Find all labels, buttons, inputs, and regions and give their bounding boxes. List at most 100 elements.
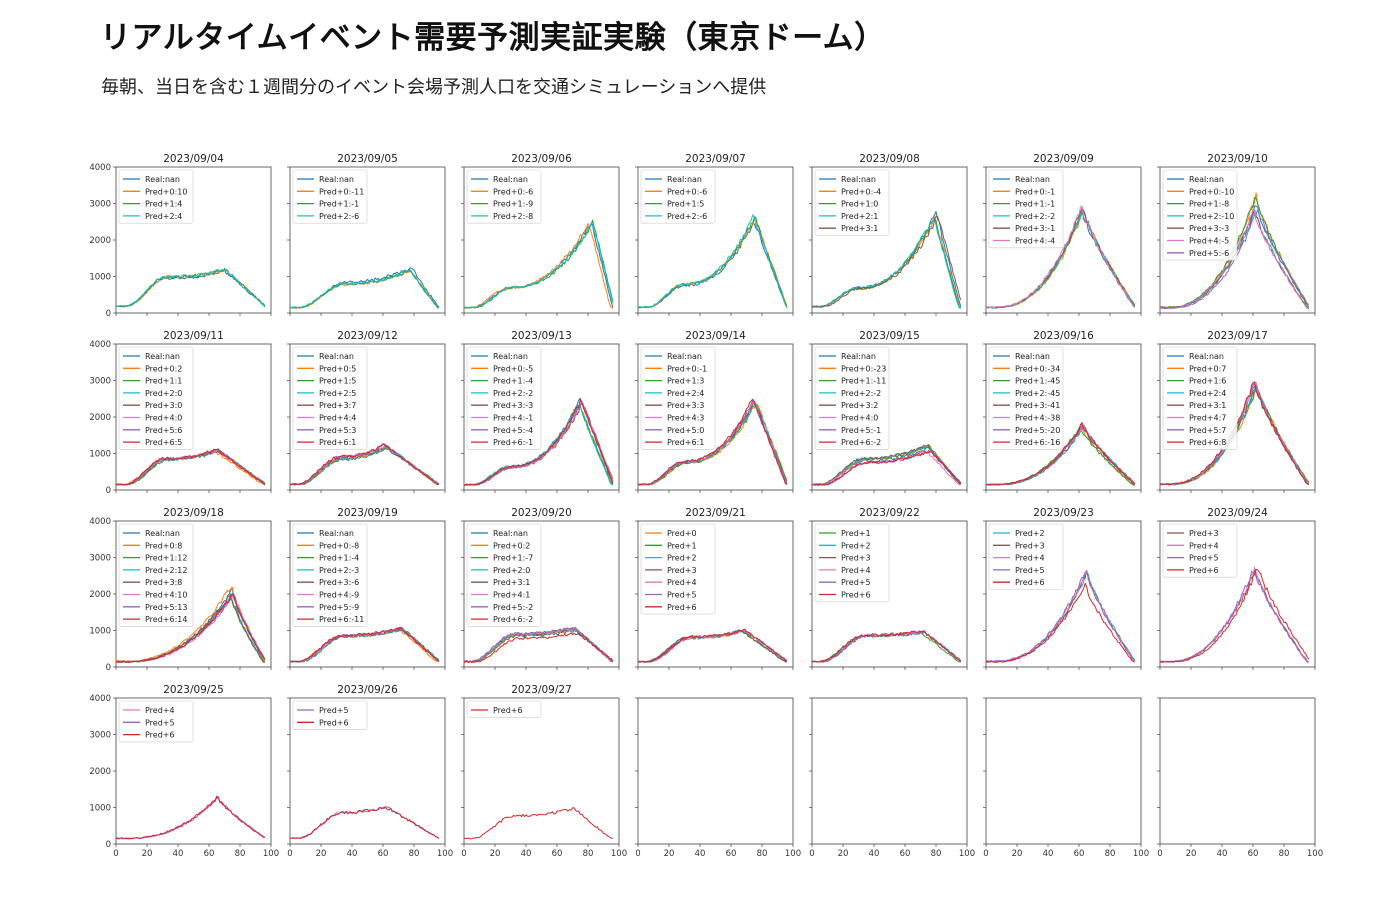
x-tick-label: 40 bbox=[521, 849, 532, 859]
legend-label: Pred+3:7 bbox=[319, 401, 356, 410]
legend-label: Real:nan bbox=[1189, 175, 1224, 184]
legend-label: Pred+4:7 bbox=[1189, 414, 1226, 423]
legend-label: Real:nan bbox=[319, 175, 354, 184]
legend-label: Pred+3:2 bbox=[841, 401, 878, 410]
legend-label: Pred+3:1 bbox=[1189, 401, 1226, 410]
legend-label: Pred+6 bbox=[841, 591, 871, 600]
series-line bbox=[463, 632, 614, 663]
legend-label: Pred+4:0 bbox=[841, 414, 878, 423]
legend-label: Pred+5:-20 bbox=[1015, 426, 1060, 435]
series-line bbox=[289, 443, 440, 486]
panel-title: 2023/09/18 bbox=[163, 507, 224, 519]
legend-label: Pred+4:-9 bbox=[319, 591, 359, 600]
legend-label: Pred+2 bbox=[667, 554, 697, 563]
panel-title: 2023/09/08 bbox=[859, 153, 920, 165]
legend-box bbox=[640, 523, 716, 615]
legend-label: Pred+0:10 bbox=[145, 187, 187, 196]
legend-label: Pred+6:1 bbox=[667, 438, 704, 447]
legend-label: Pred+1:-4 bbox=[493, 377, 533, 386]
legend-label: Pred+6 bbox=[667, 603, 697, 612]
y-tick-label: 3000 bbox=[89, 554, 111, 564]
series-line bbox=[289, 627, 440, 663]
legend-label: Pred+3:-3 bbox=[1189, 224, 1229, 233]
legend-label: Pred+2 bbox=[1015, 529, 1045, 538]
series-line bbox=[289, 806, 440, 839]
page-subtitle: 毎朝、当日を含む１週間分のイベント会場予測人口を交通シミュレーションへ提供 bbox=[101, 77, 767, 98]
page-title: リアルタイムイベント需要予測実証実験（東京ドーム） bbox=[100, 20, 886, 56]
legend-label: Pred+3:-1 bbox=[1015, 224, 1055, 233]
series-line bbox=[289, 269, 439, 309]
chart-panel: 0 20 40 60 80 100 bbox=[635, 697, 801, 859]
y-tick-label: 1000 bbox=[89, 273, 111, 283]
series-line bbox=[637, 398, 787, 486]
x-tick-label: 60 bbox=[552, 849, 563, 859]
chart-panel: 2023/09/10 Real:nan Pred+0:-10 Pred+1:-8 Pre… bbox=[1157, 153, 1316, 316]
legend: Real:nan Pred+0:2 Pred+1:-7 Pred+2:0 Pred+3:… bbox=[466, 523, 542, 627]
y-tick-label: 2000 bbox=[89, 767, 111, 777]
panel-title: 2023/09/23 bbox=[1033, 507, 1094, 519]
legend-box bbox=[640, 346, 716, 450]
legend-label: Pred+1 bbox=[841, 529, 871, 538]
series-line bbox=[1159, 570, 1309, 663]
legend-label: Pred+3:1 bbox=[841, 224, 878, 233]
legend-label: Pred+6 bbox=[319, 718, 349, 727]
y-tick-label: 1000 bbox=[89, 450, 111, 460]
legend-label: Pred+4:10 bbox=[145, 591, 187, 600]
series-line bbox=[811, 444, 961, 485]
x-tick-label: 0 bbox=[1157, 849, 1162, 859]
x-tick-label: 0 bbox=[635, 849, 640, 859]
x-tick-label: 40 bbox=[1043, 849, 1054, 859]
legend-label: Pred+4 bbox=[841, 566, 871, 575]
legend: Real:nan Pred+0:-1 Pred+1:-1 Pred+2:-2 Pred+… bbox=[988, 169, 1064, 249]
chart-panel: 2023/09/09 Real:nan Pred+0:-1 Pred+1:-1 Pred… bbox=[983, 153, 1142, 316]
legend: Pred+2 Pred+3 Pred+4 Pred+5 Pred+6 bbox=[988, 523, 1064, 590]
legend-box bbox=[118, 169, 194, 224]
panel-frame bbox=[637, 697, 794, 845]
legend-label: Pred+5:-2 bbox=[493, 603, 533, 612]
legend-label: Pred+0:-8 bbox=[319, 541, 359, 550]
y-tick-label: 0 bbox=[106, 663, 111, 673]
legend-box bbox=[118, 523, 194, 627]
legend-label: Pred+1:5 bbox=[319, 377, 356, 386]
legend: Real:nan Pred+0:7 Pred+1:6 Pred+2:4 Pred+3:1… bbox=[1162, 346, 1238, 450]
panel-frame bbox=[1159, 697, 1316, 845]
x-tick-label: 0 bbox=[461, 849, 466, 859]
legend-label: Pred+6:8 bbox=[1189, 438, 1226, 447]
legend-label: Pred+1:1 bbox=[145, 377, 182, 386]
legend: Real:nan Pred+0:2 Pred+1:1 Pred+2:0 Pred+3:0… bbox=[118, 346, 194, 450]
chart-panel: 2023/09/05 Real:nan Pred+0:-11 Pred+1:-1 Pre… bbox=[287, 153, 446, 316]
legend-label: Pred+1:4 bbox=[145, 200, 182, 209]
legend-label: Pred+6:-1 bbox=[493, 438, 533, 447]
series-line bbox=[811, 630, 962, 663]
legend-label: Pred+4:0 bbox=[145, 414, 182, 423]
legend-box bbox=[814, 346, 890, 450]
panel-title: 2023/09/16 bbox=[1033, 330, 1094, 342]
legend-label: Real:nan bbox=[1015, 352, 1050, 361]
legend-label: Pred+1:-8 bbox=[1189, 200, 1229, 209]
legend-label: Real:nan bbox=[1015, 175, 1050, 184]
legend-label: Pred+5:0 bbox=[667, 426, 704, 435]
legend-label: Pred+0:-11 bbox=[319, 187, 364, 196]
chart-panel: 2023/09/24 Pred+3 Pred+4 Pred+5 Pred+6 bbox=[1157, 507, 1316, 670]
legend: Real:nan Pred+0:-5 Pred+1:-4 Pred+2:-2 Pred+… bbox=[466, 346, 542, 450]
legend-label: Pred+1:-1 bbox=[1015, 200, 1055, 209]
series-line bbox=[985, 571, 1135, 663]
legend-label: Pred+2:-2 bbox=[1015, 212, 1055, 221]
legend-box bbox=[292, 523, 368, 627]
legend-label: Pred+2:-6 bbox=[667, 212, 707, 221]
legend-label: Pred+6 bbox=[1189, 566, 1219, 575]
x-tick-label: 80 bbox=[409, 849, 420, 859]
y-tick-label: 4000 bbox=[89, 517, 111, 527]
legend-label: Pred+0:-1 bbox=[667, 364, 707, 373]
panel-title: 2023/09/14 bbox=[685, 330, 746, 342]
legend-box bbox=[292, 346, 368, 450]
legend-label: Pred+0:5 bbox=[319, 364, 356, 373]
panel-title: 2023/09/11 bbox=[163, 330, 224, 342]
legend: Real:nan Pred+0:10 Pred+1:4 Pred+2:4 bbox=[118, 169, 194, 224]
series-line bbox=[638, 629, 787, 663]
legend: Real:nan Pred+0:-4 Pred+1:0 Pred+2:1 Pred+3:… bbox=[814, 169, 890, 236]
x-tick-label: 80 bbox=[931, 849, 942, 859]
legend-label: Pred+0:-4 bbox=[841, 187, 881, 196]
legend-label: Pred+1:-11 bbox=[841, 377, 886, 386]
legend-label: Pred+2:-2 bbox=[841, 389, 881, 398]
